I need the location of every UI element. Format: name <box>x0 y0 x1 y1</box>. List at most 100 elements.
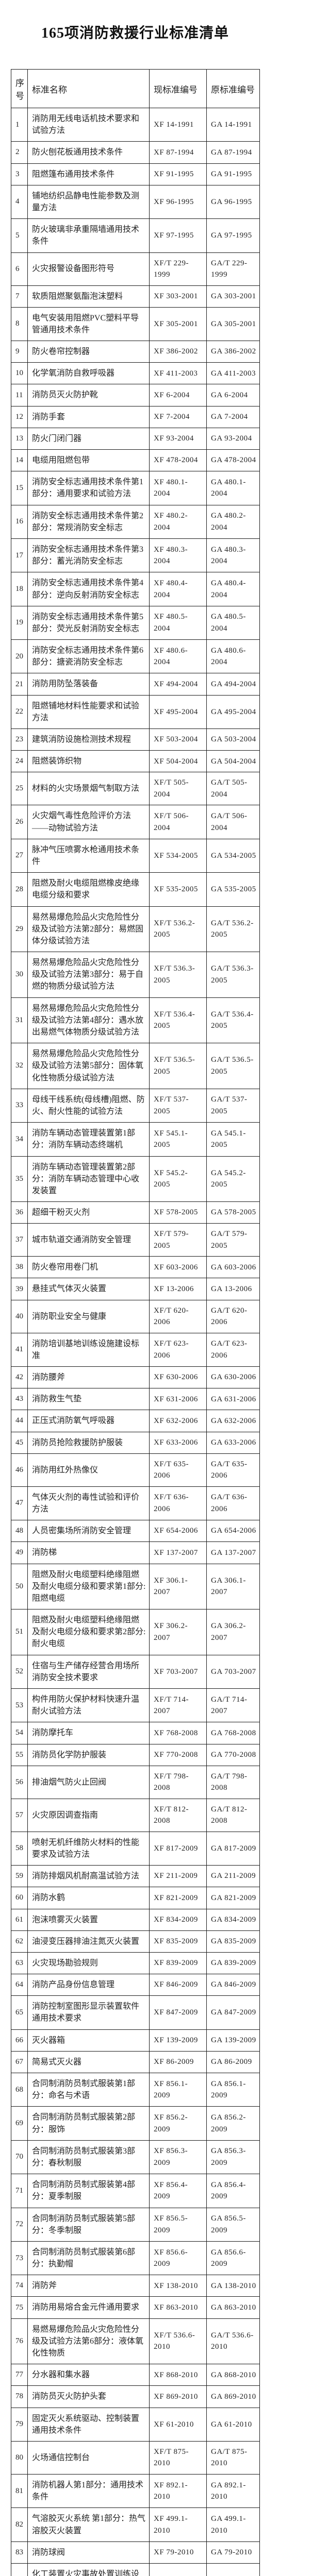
standard-name: 合同制消防员制式服装第3部分：春秋制服 <box>27 2140 150 2175</box>
current-standard-number: XF/T 714-2007 <box>149 1688 207 1723</box>
table-row: 7 软质阻燃聚氨酯泡沫塑料 XF 303-2001 GA 303-2001 <box>11 285 260 308</box>
current-standard-number: XF 856.4-2009 <box>149 2174 207 2208</box>
row-number: 80 <box>11 2441 28 2475</box>
standard-name: 铺地纺织品静电性能参数及测量方法 <box>27 184 150 219</box>
original-standard-number: GA 630-2006 <box>206 1366 260 1389</box>
standard-name: 住宿与生产储存经营合用场所消防安全技术要求 <box>27 1654 150 1689</box>
current-standard-number: XF 480.4-2004 <box>149 572 207 606</box>
table-row: 13 防火门闭门器 XF 93-2004 GA 93-2004 <box>11 427 260 450</box>
standard-name: 脉冲气压喷雾水枪通用技术条件 <box>27 838 150 873</box>
standard-name: 消防员抢险救援防护服装 <box>27 1431 150 1454</box>
original-standard-number: GA 856.1-2009 <box>206 2072 260 2107</box>
original-standard-number: GA 834-2009 <box>206 1908 260 1931</box>
original-standard-number: GA 768-2008 <box>206 1722 260 1744</box>
row-number: 66 <box>11 2029 28 2052</box>
original-standard-number: GA 139-2009 <box>206 2029 260 2052</box>
current-standard-number: XF 847-2009 <box>149 1995 207 2030</box>
row-number: 4 <box>11 184 28 219</box>
original-standard-number: GA 306.2-2007 <box>206 1609 260 1655</box>
row-number: 55 <box>11 1743 28 1766</box>
current-standard-number: XF 817-2009 <box>149 1831 207 1866</box>
current-standard-number: XF 892.1-2010 <box>149 2473 207 2509</box>
standards-table: 序号 标准名称 现标准编号 原标准编号 1 消防用无线电话机技术要求和试验方法 XF… <box>11 69 260 2576</box>
row-number: 61 <box>11 1908 28 1931</box>
table-row: 36 超细干粉灭火剂 XF 578-2005 GA 578-2005 <box>11 1201 260 1224</box>
row-number: 32 <box>11 1043 28 1089</box>
row-number: 62 <box>11 1930 28 1953</box>
current-standard-number: XF 61-2010 <box>149 2407 207 2442</box>
standard-name: 火灾原因调查指南 <box>27 1798 150 1832</box>
standard-name: 正压式消防氧气呼吸器 <box>27 1410 150 1432</box>
standard-name: 构件用防火保护材料快速升温耐火试验方法 <box>27 1688 150 1723</box>
original-standard-number: GA/T 875-2010 <box>206 2441 260 2475</box>
original-standard-number: GA 480.1-2004 <box>206 471 260 505</box>
current-standard-number: XF 480.1-2004 <box>149 471 207 505</box>
current-standard-number: XF/T 229-1999 <box>149 252 207 286</box>
original-standard-number: GA 93-2004 <box>206 427 260 450</box>
row-number: 83 <box>11 2541 28 2564</box>
original-standard-number: GA/T 623-2006 <box>206 1332 260 1367</box>
original-standard-number: GA 137-2007 <box>206 1541 260 1564</box>
original-standard-number: GA/T 536.2-2005 <box>206 906 260 953</box>
current-standard-number: XF/T 875-2010 <box>149 2441 207 2475</box>
current-standard-number: XF 868-2010 <box>149 2364 207 2386</box>
standard-name: 消防安全标志通用技术条件第3部分：蓄光消防安全标志 <box>27 538 150 573</box>
original-standard-number: GA 305-2001 <box>206 307 260 342</box>
row-number: 3 <box>11 163 28 185</box>
row-number: 67 <box>11 2050 28 2074</box>
standard-name: 易燃易爆危险品火灾危险性分级及试验方法第6部分：液体氧化性物质 <box>27 2318 150 2365</box>
table-row: 9 防火卷帘控制器 XF 386-2002 GA 386-2002 <box>11 341 260 363</box>
original-standard-number: GA 856.6-2009 <box>206 2241 260 2276</box>
row-number: 59 <box>11 1865 28 1888</box>
table-row: 57 火灾原因调查指南 XF/T 812-2008 GA/T 812-2008 <box>11 1798 260 1832</box>
current-standard-number: XF 835-2009 <box>149 1930 207 1953</box>
standard-name: 消防培训基地训练设施建设标准 <box>27 1332 150 1367</box>
standard-name: 消防手套 <box>27 405 150 428</box>
standard-name: 阻燃铺地材料性能要求和试验方法 <box>27 694 150 730</box>
original-standard-number: GA 96-1995 <box>206 184 260 219</box>
original-standard-number: GA 632-2006 <box>206 1410 260 1432</box>
table-row: 61 泡沫喷雾灭火装置 XF 834-2009 GA 834-2009 <box>11 1908 260 1931</box>
original-standard-number: GA 386-2002 <box>206 341 260 363</box>
row-number: 52 <box>11 1654 28 1689</box>
original-standard-number: GA 603-2006 <box>206 1256 260 1279</box>
table-row: 3 阻燃篷布通用技术条件 XF 91-1995 GA 91-1995 <box>11 163 260 185</box>
row-number: 8 <box>11 307 28 342</box>
standard-name: 合同制消防员制式服装第1部分：命名与术语 <box>27 2072 150 2107</box>
row-number: 26 <box>11 805 28 839</box>
current-standard-number: XF 630-2006 <box>149 1366 207 1389</box>
standard-name: 阻燃及耐火电缆阻燃橡皮绝缘电缆分级和要求 <box>27 872 150 907</box>
row-number: 38 <box>11 1256 28 1279</box>
table-row: 14 电缆用阻燃包带 XF 478-2004 GA 478-2004 <box>11 449 260 472</box>
standard-name: 电缆用阻燃包带 <box>27 449 150 472</box>
standard-name: 固定灭火系统驱动、控制装置通用技术条件 <box>27 2407 150 2442</box>
current-standard-number: XF 941-2011 <box>149 2563 207 2576</box>
table-row: 22 阻燃铺地材料性能要求和试验方法 XF 495-2004 GA 495-2004 <box>11 694 260 730</box>
standard-name: 消防用红外热像仪 <box>27 1453 150 1487</box>
table-row: 64 消防产品身份信息管理 XF 846-2009 GA 846-2009 <box>11 1974 260 1996</box>
original-standard-number: GA 770-2008 <box>206 1743 260 1766</box>
current-standard-number: XF/T 579-2005 <box>149 1223 207 1257</box>
standard-name: 消防员化学防护服装 <box>27 1743 150 1766</box>
table-row: 42 消防腰斧 XF 630-2006 GA 630-2006 <box>11 1366 260 1389</box>
table-row: 48 人员密集场所消防安全管理 XF 654-2006 GA 654-2006 <box>11 1520 260 1543</box>
original-standard-number: GA/T 714-2007 <box>206 1688 260 1723</box>
table-row: 37 城市轨道交通消防安全管理 XF/T 579-2005 GA/T 579-2005 <box>11 1223 260 1257</box>
current-standard-number: XF/T 505-2004 <box>149 772 207 806</box>
standard-name: 消防用易熔合金元件通用要求 <box>27 2296 150 2319</box>
original-standard-number: GA 87-1994 <box>206 141 260 164</box>
original-standard-number: GA/T 505-2004 <box>206 772 260 806</box>
standard-name: 火场通信控制台 <box>27 2441 150 2475</box>
table-row: 82 气溶胶灭火系统 第1部分：热气溶胶灭火装置 XF 499.1-2010 GA 4… <box>11 2507 260 2542</box>
original-standard-number: GA 478-2004 <box>206 449 260 472</box>
current-standard-number: XF 97-1995 <box>149 218 207 253</box>
row-number: 72 <box>11 2207 28 2242</box>
original-standard-number: GA 941-2011 <box>206 2563 260 2576</box>
original-standard-number: GA 480.5-2004 <box>206 605 260 640</box>
original-standard-number: GA 847-2009 <box>206 1995 260 2030</box>
standard-name: 火灾报警设备图形符号 <box>27 252 150 286</box>
original-standard-number: GA 14-1991 <box>206 107 260 142</box>
standard-name: 消防车辆动态管理装置第2部分：消防车辆动态管理中心收发装置 <box>27 1156 150 1202</box>
table-row: 75 消防用易熔合金元件通用要求 XF 863-2010 GA 863-2010 <box>11 2296 260 2319</box>
current-standard-number: XF 87-1994 <box>149 141 207 164</box>
